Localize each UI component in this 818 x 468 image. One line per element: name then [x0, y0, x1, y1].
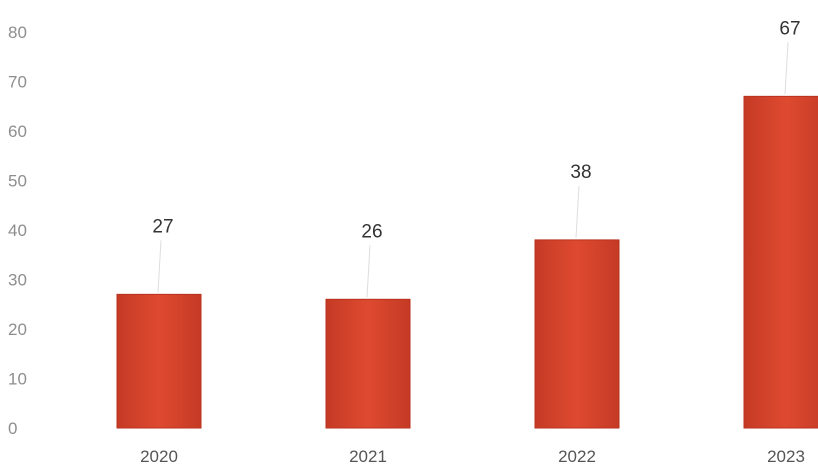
- y-tick-label: 10: [8, 370, 27, 389]
- data-label: 26: [361, 221, 382, 242]
- data-label: 67: [779, 18, 800, 39]
- bar: [116, 293, 202, 429]
- y-tick-label: 70: [8, 73, 27, 92]
- bars: [116, 95, 818, 429]
- y-tick-label: 20: [8, 320, 27, 339]
- bar: [325, 298, 411, 429]
- bar: [743, 95, 818, 429]
- data-label-leaders: [157, 42, 789, 298]
- x-tick-label: 2020: [140, 447, 178, 466]
- leader-line: [575, 185, 580, 238]
- x-tick-label: 2021: [349, 447, 387, 466]
- y-tick-label: 80: [8, 23, 27, 42]
- y-tick-label: 40: [8, 221, 27, 240]
- data-labels: 27 26 38 67: [152, 18, 800, 242]
- data-label: 38: [570, 162, 591, 183]
- leader-line: [157, 240, 162, 293]
- y-tick-label: 60: [8, 122, 27, 141]
- y-tick-label: 30: [8, 271, 27, 290]
- leader-line: [366, 245, 371, 298]
- y-tick-label: 50: [8, 172, 27, 191]
- bar: [534, 239, 620, 429]
- x-axis: 2020 2021 2022 2023: [140, 447, 805, 466]
- x-tick-label: 2022: [558, 447, 596, 466]
- data-label: 27: [152, 216, 173, 237]
- x-tick-label: 2023: [767, 447, 805, 466]
- leader-line: [784, 42, 789, 95]
- y-tick-label: 0: [8, 419, 17, 438]
- y-axis: 0 10 20 30 40 50 60 70 80: [8, 23, 27, 438]
